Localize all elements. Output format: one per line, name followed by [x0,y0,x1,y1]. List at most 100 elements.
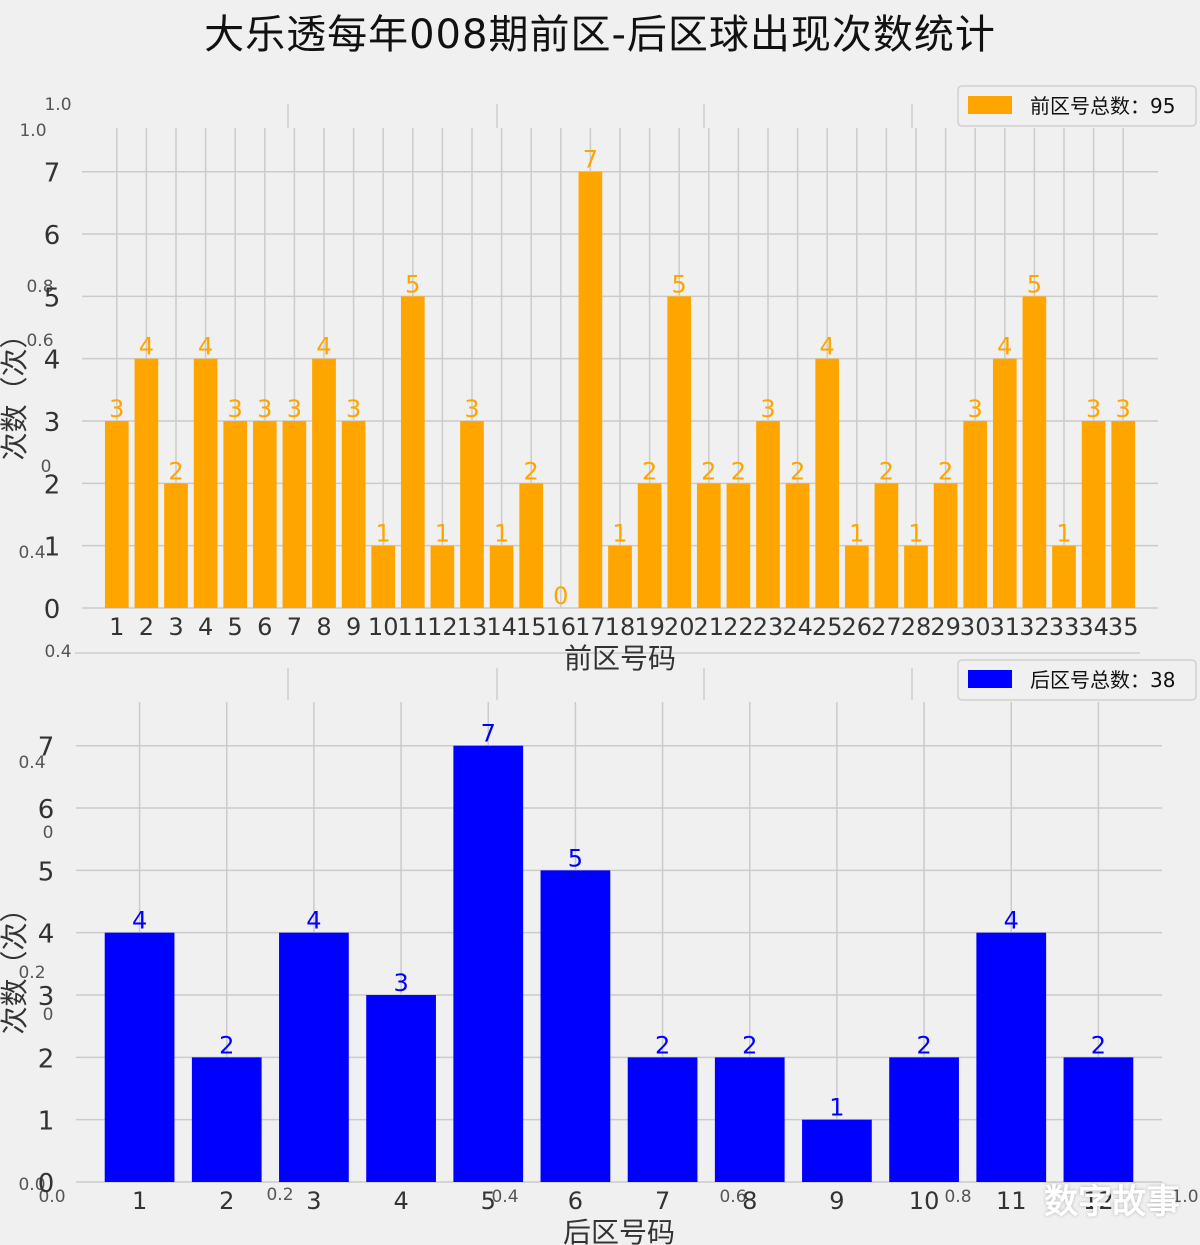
x-tick-label: 11 [398,613,429,641]
bar [637,483,662,608]
x-tick-label: 27 [871,613,902,641]
x-tick-label: 1 [132,1187,147,1215]
bar [756,421,780,608]
bar [1111,421,1136,608]
data-label: 7 [583,146,598,174]
legend-box [957,85,1197,127]
x-tick-label: 2 [139,613,154,641]
bar [341,421,366,608]
data-label: 5 [568,844,583,872]
data-label: 3 [228,395,243,423]
bar [460,421,484,608]
x-tick-label: 17 [575,613,606,641]
data-label: 1 [612,520,627,548]
x-tick-label: 33 [1049,613,1080,641]
bar [815,358,840,608]
x-tick-label: 32 [1019,613,1050,641]
x-tick-label: 16 [546,613,577,641]
x-tick-label: 4 [198,613,213,641]
x-tick-label: 12 [1083,1187,1114,1215]
bar [976,932,1047,1182]
x-tick-label: 6 [568,1187,583,1215]
bar [844,545,869,608]
data-label: 3 [1116,395,1131,423]
data-label: 2 [916,1031,931,1059]
y-tick-label: 4 [38,920,55,950]
bar [904,545,928,608]
data-label: 2 [219,1031,234,1059]
data-label: 2 [938,457,953,485]
data-label: 3 [393,969,408,997]
y-axis-label: 次数（次） [0,320,31,460]
x-tick-label: 7 [287,613,302,641]
data-label: 1 [435,520,450,548]
legend-swatch [968,670,1012,688]
data-label: 7 [481,720,496,748]
data-label: 1 [494,520,509,548]
ghost-tick-label: 0.4 [491,1187,518,1207]
data-label: 3 [968,395,983,423]
y-tick-label: 0 [38,1169,55,1199]
data-label: 4 [198,333,213,361]
data-label: 4 [820,333,835,361]
data-label: 2 [655,1031,670,1059]
x-tick-label: 8 [316,613,331,641]
data-label: 4 [139,333,154,361]
bar [104,932,175,1182]
x-tick-label: 9 [829,1187,844,1215]
watermark: 数字故事 [1044,1182,1180,1222]
data-label: 2 [742,1031,757,1059]
y-tick-label: 7 [44,159,61,189]
ghost-tick-label: 0.2 [18,963,45,983]
data-label: 2 [1091,1031,1106,1059]
bar [519,483,544,608]
x-tick-label: 14 [486,613,517,641]
x-tick-label: 4 [393,1187,408,1215]
x-axis-label: 前区号码 [564,642,676,675]
y-tick-label: 3 [44,408,61,438]
bar [1022,296,1047,608]
ghost-tick-label: 0 [41,457,52,477]
legend-label: 后区号总数：38 [1030,668,1175,692]
x-tick-label: 22 [723,613,754,641]
data-label: 1 [829,1094,844,1122]
bar [802,1119,872,1182]
bar [667,296,692,608]
x-tick-label: 11 [996,1187,1027,1215]
bar [400,296,425,608]
x-tick-label: 34 [1078,613,1109,641]
bar [785,483,810,608]
legend-box [957,659,1197,701]
ghost-tick-label: 0.0 [38,1187,65,1207]
data-label: 2 [879,457,894,485]
ghost-tick-label: 0.6 [26,331,53,351]
ghost-tick-label: 0.6 [719,1187,746,1207]
x-tick-label: 5 [228,613,243,641]
x-tick-label: 28 [901,613,932,641]
bar [164,483,188,608]
bar [889,1057,959,1182]
x-tick-label: 20 [664,613,695,641]
bar [726,483,751,608]
x-tick-label: 18 [605,613,636,641]
x-tick-label: 13 [457,613,488,641]
data-label: 2 [731,457,746,485]
bar [933,483,958,608]
x-tick-label: 8 [742,1187,757,1215]
x-tick-label: 29 [930,613,961,641]
x-tick-label: 5 [481,1187,496,1215]
bar [371,545,396,608]
ghost-tick-label: 0.8 [944,1187,971,1207]
chart-title: 大乐透每年008期前区-后区球出现次数统计 [204,12,996,58]
data-label: 1 [1056,520,1071,548]
ghost-tick-label: 1.0 [44,95,71,115]
data-label: 4 [132,907,147,935]
bar [104,421,129,608]
bar [874,483,899,608]
y-tick-label: 3 [38,982,55,1012]
data-label: 4 [997,333,1012,361]
x-tick-label: 12 [427,613,458,641]
data-label: 2 [701,457,716,485]
bar [963,421,988,608]
data-label: 3 [257,395,272,423]
